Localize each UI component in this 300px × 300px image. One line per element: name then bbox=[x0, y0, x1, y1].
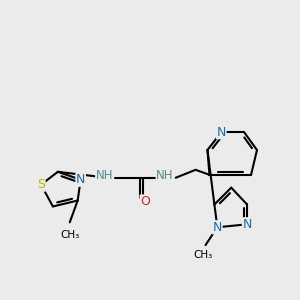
Text: NH: NH bbox=[156, 169, 174, 182]
Text: N: N bbox=[217, 126, 226, 139]
Text: NH: NH bbox=[96, 169, 113, 182]
Text: N: N bbox=[242, 218, 252, 231]
Text: CH₃: CH₃ bbox=[60, 230, 80, 240]
Text: CH₃: CH₃ bbox=[194, 250, 213, 260]
Text: S: S bbox=[37, 178, 45, 191]
Text: N: N bbox=[76, 173, 85, 186]
Text: N: N bbox=[213, 221, 222, 234]
Text: O: O bbox=[140, 195, 150, 208]
